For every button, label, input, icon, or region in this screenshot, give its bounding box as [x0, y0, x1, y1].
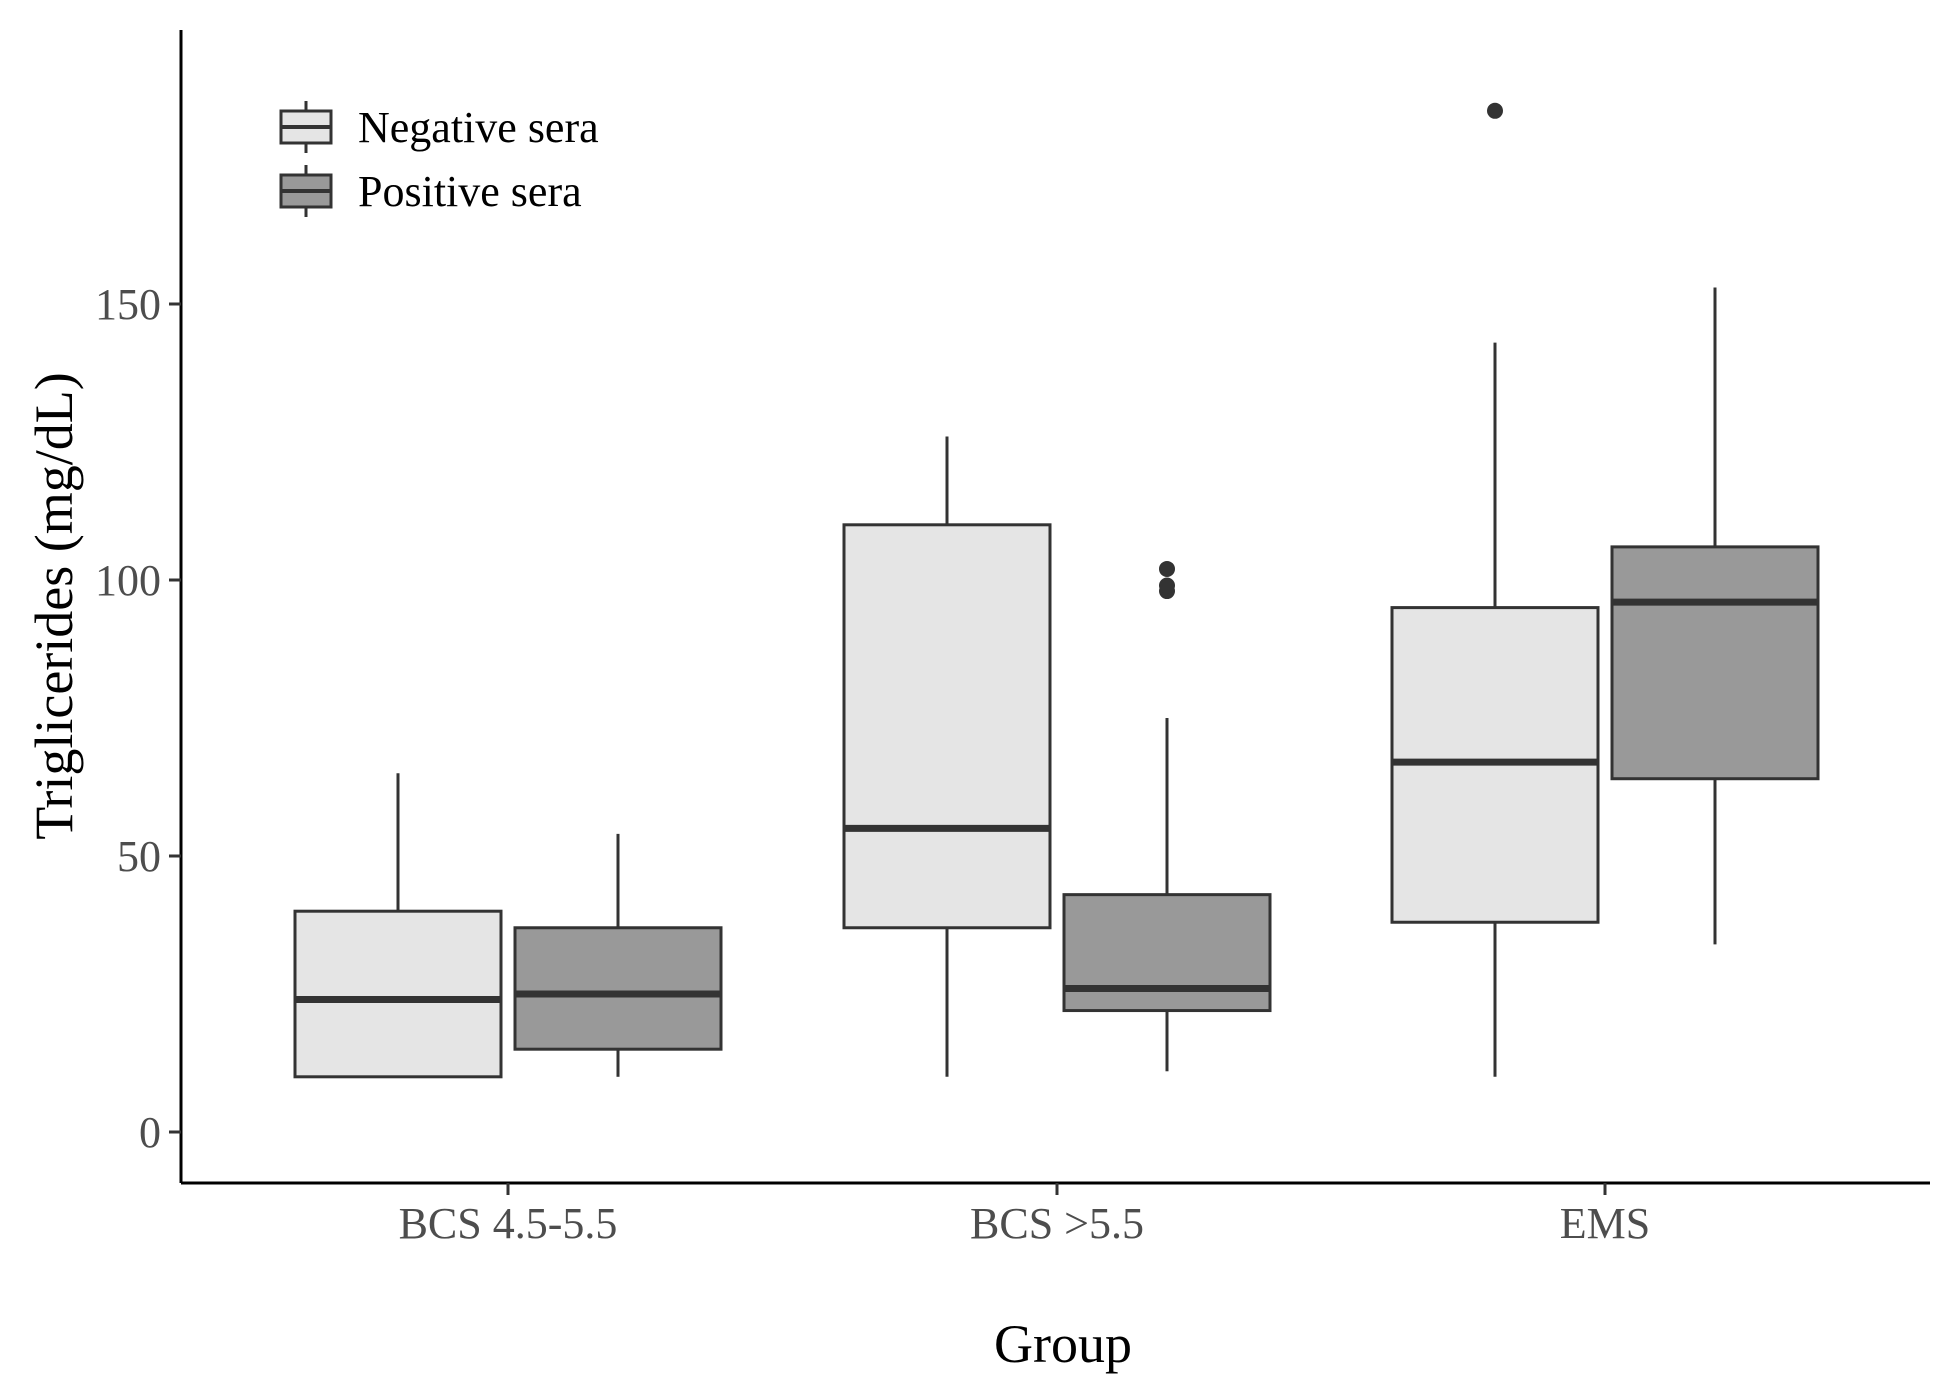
y-tick-label: 50 [117, 832, 161, 881]
x-tick-label: BCS 4.5-5.5 [399, 1199, 618, 1248]
y-tick-label: 100 [95, 556, 161, 605]
box-iqr [1610, 545, 1820, 781]
legend: Negative sera Positive sera [279, 101, 599, 217]
x-tick-label: BCS >5.5 [970, 1199, 1144, 1248]
x-axis-ticks: BCS 4.5-5.5 BCS >5.5 EMS [399, 1183, 1650, 1248]
outlier-point [1159, 577, 1175, 594]
y-tick-label: 150 [95, 280, 161, 329]
box-2-0 [1390, 102, 1600, 1077]
box-2-1 [1610, 287, 1820, 945]
x-tick-label: EMS [1560, 1199, 1650, 1248]
legend-key [279, 101, 333, 153]
box-iqr [1062, 893, 1272, 1013]
box-0-0 [293, 773, 503, 1079]
legend-label: Negative sera [358, 103, 599, 152]
legend-label: Positive sera [358, 167, 582, 216]
legend-item: Negative sera [279, 101, 599, 153]
box-iqr [842, 523, 1052, 930]
plot-marks [293, 102, 1820, 1079]
legend-item: Positive sera [279, 165, 582, 217]
box-iqr [513, 926, 723, 1051]
y-tick-label: 0 [139, 1108, 161, 1157]
y-axis-ticks: 0 50 100 150 [95, 280, 181, 1157]
outlier-point [1159, 560, 1175, 577]
box-iqr [293, 909, 503, 1079]
box-1-1 [1062, 560, 1272, 1072]
outlier-point [1487, 102, 1503, 119]
y-axis-title: Triglicerides (mg/dL) [24, 372, 84, 839]
legend-key [279, 165, 333, 217]
x-axis-title: Group [994, 1314, 1132, 1374]
box-1-0 [842, 436, 1052, 1077]
box-0-1 [513, 833, 723, 1077]
